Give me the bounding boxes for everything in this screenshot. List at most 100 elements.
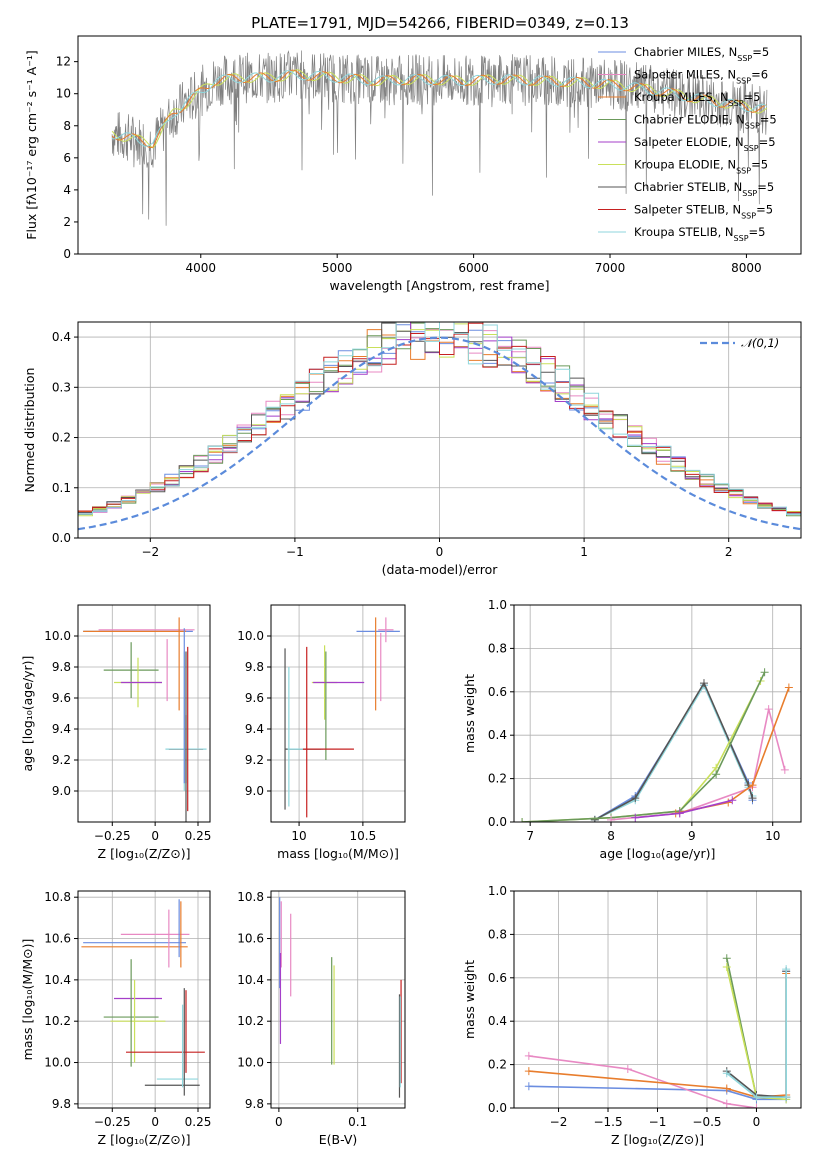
weight-marker (722, 1069, 731, 1078)
y-tick-label: 9.0 (52, 784, 71, 798)
axes-frame (270, 604, 406, 823)
y-tick-label: 10.6 (237, 932, 264, 946)
legend-subscript: SSP (745, 121, 760, 130)
panel-age-vs-Z: −0.25 0 0.25 9.0 9.2 9.4 9.6 9.8 10.0 Z [log₁₀(Z/… (20, 604, 211, 861)
legend-entry: Salpeter MILES, NSSP=6 (634, 68, 768, 86)
legend-count: =5 (751, 158, 768, 172)
plot-area (111, 50, 768, 226)
legend-subscript: SSP (736, 166, 751, 175)
y-tick-label: 6 (63, 151, 71, 165)
x-axis-label: wavelength [Angstrom, rest frame] (329, 278, 549, 293)
x-axis-label: (data-model)/error (382, 562, 499, 577)
y-tick-label: 10 (56, 87, 71, 101)
x-tick-label: −2 (141, 545, 159, 559)
x-tick-label: 0 (275, 1115, 283, 1129)
model-spectrum (111, 69, 768, 149)
weight-marker (631, 813, 640, 822)
panel-mass-weight-vs-Z: −2 −1.5 −1 −0.5 0 0.0 0.2 0.4 0.6 0.8 1.0 Z [log₁₀(… (462, 884, 802, 1147)
legend-count: =5 (756, 203, 773, 217)
y-tick-label: 0.4 (52, 330, 71, 344)
plot-area (83, 617, 207, 822)
panel-mass-weight-vs-age: 7 8 9 10 0.0 0.2 0.4 0.6 0.8 1.0 age [log₁₀(age/yr… (462, 598, 802, 861)
x-axis-label: age [log₁₀(age/yr)] (600, 846, 716, 861)
x-axis-label: mass [log₁₀(M/M⊙)] (277, 846, 399, 861)
panel-age-vs-mass: 10 10.5 9.0 9.2 9.4 9.6 9.8 10.0 mass [log₁₀(M/M… (237, 604, 406, 861)
y-tick-label: 0.6 (488, 685, 507, 699)
x-tick-label: 0 (151, 829, 159, 843)
x-tick-label: 10 (765, 829, 780, 843)
y-tick-label: 9.8 (52, 1097, 71, 1111)
legend-count: =5 (749, 225, 766, 239)
weight-marker (722, 954, 731, 963)
y-tick-label: 9.8 (245, 1097, 264, 1111)
x-tick-label: 2 (725, 545, 733, 559)
weight-marker (782, 1093, 791, 1102)
x-tick-label: 6000 (458, 261, 489, 275)
y-axis-label: mass weight (462, 960, 477, 1039)
weight-marker (752, 1104, 761, 1108)
y-tick-label: 0.1 (52, 481, 71, 495)
y-tick-label: 0.2 (488, 1058, 507, 1072)
observed-spectrum (111, 50, 768, 226)
legend-subscript: SSP (734, 234, 749, 243)
y-tick-label: 9.6 (245, 691, 264, 705)
y-tick-label: 0.4 (488, 1014, 507, 1028)
weight-marker (712, 770, 721, 779)
legend-entry: 𝒩(0,1) (741, 336, 779, 350)
y-tick-label: 0.6 (488, 971, 507, 985)
figure-title: PLATE=1791, MJD=54266, FIBERID=0349, z=0… (251, 14, 629, 32)
panel-mass-vs-EBV: 0 0.1 9.8 10.0 10.2 10.4 10.6 10.8 E(B-V) (237, 890, 406, 1147)
legend-count: =5 (744, 90, 761, 104)
axes-frame (77, 890, 211, 1109)
x-tick-label: −1 (286, 545, 304, 559)
weight-marker (748, 781, 757, 790)
legend-subscript: SSP (742, 189, 757, 198)
weight-marker (780, 765, 789, 774)
weight-marker (623, 1064, 632, 1073)
y-tick-label: 0.0 (488, 815, 507, 829)
legend-subscript: SSP (736, 76, 751, 85)
legend-count: =5 (757, 180, 774, 194)
plot-area (524, 954, 791, 1108)
plot-area (81, 899, 205, 1096)
x-tick-label: 0 (436, 545, 444, 559)
x-tick-label: 7000 (595, 261, 626, 275)
y-tick-label: 9.0 (245, 784, 264, 798)
y-tick-label: 10.4 (44, 973, 71, 987)
weight-marker (524, 1082, 533, 1091)
x-tick-label: 0.1 (348, 1115, 367, 1129)
axes-frame (77, 321, 802, 539)
y-tick-label: 10.8 (237, 890, 264, 904)
y-tick-label: 12 (56, 55, 71, 69)
x-tick-label: −2 (550, 1115, 568, 1129)
x-tick-label: 10.5 (350, 829, 377, 843)
y-tick-label: 8 (63, 119, 71, 133)
x-tick-label: −1.5 (593, 1115, 622, 1129)
legend-subscript: SSP (729, 99, 744, 108)
axes-frame (77, 35, 802, 255)
weight-marker (782, 965, 791, 974)
legend-count: =5 (759, 135, 776, 149)
x-tick-label: 8000 (731, 261, 762, 275)
y-tick-label: 9.2 (245, 753, 264, 767)
y-tick-label: 9.4 (245, 722, 264, 736)
y-axis-label: age [log₁₀(age/yr)] (20, 656, 35, 772)
axes-frame (513, 890, 802, 1109)
legend-entry: Kroupa ELODIE, NSSP=5 (634, 158, 768, 176)
y-tick-label: 0.8 (488, 641, 507, 655)
panel-spectrum: 4000 5000 6000 7000 8000 0 2 4 6 8 10 12 wavelength … (24, 35, 802, 293)
y-tick-label: 10.0 (237, 629, 264, 643)
y-tick-label: 4 (63, 183, 71, 197)
weight-marker (784, 683, 793, 692)
y-tick-label: 9.8 (245, 660, 264, 674)
y-tick-label: 9.6 (52, 691, 71, 705)
weight-marker (518, 818, 527, 822)
weight-line (528, 1055, 757, 1108)
legend-entry: Salpeter STELIB, NSSP=5 (634, 203, 773, 221)
weight-marker (722, 962, 731, 971)
weight-marker (752, 1093, 761, 1102)
weight-marker (631, 794, 640, 803)
x-axis-label: Z [log₁₀(Z/Z⊙)] (611, 1132, 704, 1147)
y-tick-label: 10.4 (237, 973, 264, 987)
